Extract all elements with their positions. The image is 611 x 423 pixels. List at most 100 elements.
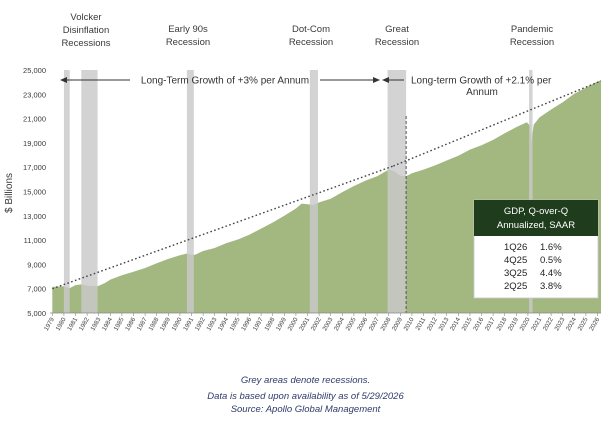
y-tick-label: 25,000 bbox=[23, 66, 46, 75]
gdp-table-value: 3.8% bbox=[540, 281, 562, 292]
x-tick-label: 2018 bbox=[495, 316, 508, 332]
x-tick-label: 1989 bbox=[159, 316, 172, 332]
x-tick-label: 2001 bbox=[298, 316, 311, 332]
y-tick-label: 15,000 bbox=[23, 188, 46, 197]
x-tick-label: 1990 bbox=[171, 316, 184, 332]
footnote-recessions: Grey areas denote recessions. bbox=[240, 375, 371, 386]
gdp-table-value: 1.6% bbox=[540, 242, 562, 253]
x-tick-label: 2008 bbox=[379, 316, 392, 332]
recession-label: Recession bbox=[510, 37, 554, 48]
y-tick-label: 17,000 bbox=[23, 163, 46, 172]
x-tick-label: 1979 bbox=[43, 316, 56, 332]
trend-line bbox=[393, 80, 602, 167]
gdp-chart: 5,000 7,000 9,000 11,000 13,000 15,000 17,000 1… bbox=[4, 12, 601, 332]
x-tick-label: 2016 bbox=[472, 316, 485, 332]
gdp-table-quarter: 1Q26 bbox=[504, 242, 527, 253]
recession-label: Dot-Com bbox=[292, 24, 330, 35]
x-tick-label: 1983 bbox=[89, 316, 102, 332]
x-tick-label: 1985 bbox=[113, 316, 126, 332]
x-tick-label: 2023 bbox=[553, 316, 566, 332]
gdp-table-title-line2: Annualized, SAAR bbox=[497, 220, 575, 231]
x-tick-label: 2006 bbox=[356, 316, 369, 332]
arrow-right-head bbox=[373, 77, 380, 83]
recession-band bbox=[309, 70, 318, 313]
x-tick-label: 2020 bbox=[519, 316, 532, 332]
x-tick-label: 1984 bbox=[101, 316, 114, 332]
gdp-table-title-line1: GDP, Q-over-Q bbox=[504, 206, 568, 217]
growth-annotation-2-line1: Long-term Growth of +2.1% per bbox=[411, 76, 552, 87]
growth-annotation-2-line2: Annum bbox=[466, 87, 498, 98]
arrow-left-head-2 bbox=[382, 77, 389, 83]
x-tick-label: 2021 bbox=[530, 316, 543, 332]
x-tick-label: 1981 bbox=[66, 316, 79, 332]
x-tick-label: 2003 bbox=[321, 316, 334, 332]
arrow-left-head bbox=[60, 77, 67, 83]
recession-label: Early 90s bbox=[168, 24, 208, 35]
x-tick-label: 1980 bbox=[55, 316, 68, 332]
recession-band bbox=[387, 70, 407, 313]
x-tick-label: 1988 bbox=[147, 316, 160, 332]
gdp-table-quarter: 3Q25 bbox=[504, 268, 527, 279]
recession-label: Recessions bbox=[61, 38, 110, 49]
recession-label: Volcker bbox=[70, 12, 101, 23]
recession-label: Disinflation bbox=[63, 25, 109, 36]
x-tick-label: 1997 bbox=[252, 316, 265, 332]
x-tick-label: 2002 bbox=[310, 316, 323, 332]
recession-label: Recession bbox=[289, 37, 333, 48]
x-tick-label: 2004 bbox=[333, 316, 346, 332]
x-tick-label: 2009 bbox=[391, 316, 404, 332]
y-axis-label: $ Billions bbox=[4, 173, 15, 213]
x-tick-label: 2014 bbox=[449, 316, 462, 332]
y-tick-label: 13,000 bbox=[23, 212, 46, 221]
footnote-source: Source: Apollo Global Management bbox=[230, 404, 381, 415]
x-tick-label: 1993 bbox=[205, 316, 218, 332]
gdp-table-quarter: 2Q25 bbox=[504, 281, 527, 292]
x-tick-label: 1995 bbox=[229, 316, 242, 332]
x-tick-label: 2019 bbox=[507, 316, 520, 332]
recession-label: Recession bbox=[166, 37, 210, 48]
y-tick-label: 19,000 bbox=[23, 139, 46, 148]
x-tick-label: 2025 bbox=[577, 316, 590, 332]
x-tick-label: 1998 bbox=[263, 316, 276, 332]
y-tick-label: 5,000 bbox=[27, 309, 46, 318]
recession-band bbox=[81, 70, 98, 313]
y-tick-label: 23,000 bbox=[23, 90, 46, 99]
x-tick-label: 1986 bbox=[124, 316, 137, 332]
x-tick-label: 1994 bbox=[217, 316, 230, 332]
x-tick-label: 2015 bbox=[461, 316, 474, 332]
x-tick-label: 2010 bbox=[403, 316, 416, 332]
y-tick-label: 7,000 bbox=[27, 285, 46, 294]
y-tick-label: 9,000 bbox=[27, 260, 46, 269]
x-tick-label: 2022 bbox=[542, 316, 555, 332]
recession-band bbox=[63, 70, 70, 313]
x-tick-label: 2005 bbox=[345, 316, 358, 332]
growth-annotation-1: Long-Term Growth of +3% per Annum bbox=[141, 76, 309, 87]
x-tick-label: 2026 bbox=[588, 316, 601, 332]
trend-line bbox=[52, 165, 394, 290]
recession-band bbox=[529, 70, 533, 313]
footnote-data-availability: Data is based upon availability as of 5/… bbox=[207, 391, 404, 402]
recession-label: Great bbox=[385, 24, 409, 35]
x-tick-label: 1996 bbox=[240, 316, 253, 332]
gdp-table-header bbox=[474, 200, 598, 236]
gdp-table-value: 4.4% bbox=[540, 268, 562, 279]
x-tick-label: 1982 bbox=[78, 316, 91, 332]
x-tick-label: 1991 bbox=[182, 316, 195, 332]
x-tick-label: 2012 bbox=[426, 316, 439, 332]
recession-label: Pandemic bbox=[511, 24, 553, 35]
gdp-table-quarter: 4Q25 bbox=[504, 255, 527, 266]
plot-layer: 5,000 7,000 9,000 11,000 13,000 15,000 17,000 1… bbox=[23, 12, 601, 332]
x-tick-label: 2000 bbox=[287, 316, 300, 332]
y-tick-label: 21,000 bbox=[23, 115, 46, 124]
x-tick-label: 2017 bbox=[484, 316, 497, 332]
gdp-table-value: 0.5% bbox=[540, 255, 562, 266]
x-tick-label: 2024 bbox=[565, 316, 578, 332]
x-tick-label: 1999 bbox=[275, 316, 288, 332]
y-tick-label: 11,000 bbox=[24, 236, 46, 245]
x-tick-label: 1992 bbox=[194, 316, 207, 332]
recession-band bbox=[186, 70, 194, 313]
x-tick-label: 1987 bbox=[136, 316, 149, 332]
x-tick-label: 2007 bbox=[368, 316, 381, 332]
recession-label: Recession bbox=[375, 37, 419, 48]
x-tick-label: 2013 bbox=[437, 316, 450, 332]
